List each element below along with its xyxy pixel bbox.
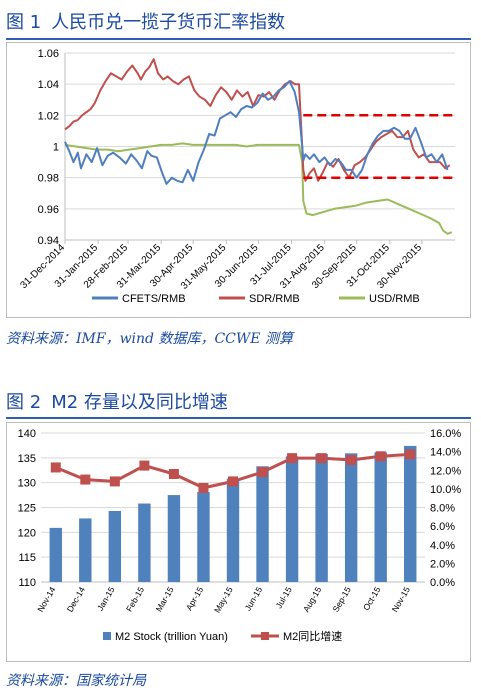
figure2-chart: 110 115 120 125 130 135 140 0.0% 2.0% 4.0% 6.0% 8.0… — [18, 428, 462, 643]
legend-item-m2-stock: M2 Stock (trillion Yuan) — [103, 631, 228, 643]
figure1-source: 资料来源：IMF，wind 数据库，CCWE 测算 — [6, 331, 293, 347]
growth-point-marker — [346, 455, 357, 466]
figure2-source: 资料来源：国家统计局 — [6, 673, 146, 689]
growth-point-marker — [198, 482, 209, 493]
series-line-cfets — [64, 80, 449, 185]
figure1-rule — [6, 38, 471, 40]
legend-item-cfets: CFETS/RMB — [92, 293, 186, 305]
y-tick-label: 0.98 — [38, 173, 59, 185]
series-line-usd — [64, 142, 453, 235]
bar-m2-stock — [285, 456, 299, 582]
x-tick-label: Dec-14 — [65, 585, 87, 614]
y2-tick-label: 16.0% — [430, 428, 461, 440]
bar-m2-stock — [138, 503, 151, 582]
growth-point-marker — [139, 460, 150, 471]
y2-tick-label: 12.0% — [430, 465, 461, 477]
bar-m2-stock — [226, 478, 240, 582]
x-tick-label: Mar-15 — [154, 585, 176, 614]
legend-label-cfets: CFETS/RMB — [122, 293, 186, 305]
y-tick-label: 115 — [18, 552, 36, 564]
y-tick-label: 135 — [18, 453, 36, 465]
bar-m2-stock — [108, 510, 122, 582]
figure1-title-text: 人民币兑一揽子货币汇率指数 — [51, 12, 286, 33]
bar-m2-stock — [256, 466, 269, 582]
figure1-frame: 0.94 0.96 0.98 1 1.02 1.04 1.06 31-Dec-2014 31-J… — [6, 42, 471, 318]
y-tick-label: 1 — [53, 142, 59, 154]
legend-label-m2-stock: M2 Stock (trillion Yuan) — [115, 631, 228, 643]
growth-point-marker — [168, 468, 179, 479]
figure2-title: 图 2 M2 存量以及同比增速 — [6, 388, 228, 414]
y-tick-label: 0.96 — [38, 204, 59, 216]
legend-label-sdr: SDR/RMB — [249, 293, 300, 305]
figure1-title: 图 1 人民币兑一揽子货币汇率指数 — [6, 8, 285, 34]
x-tick-label: Aug-15 — [301, 585, 324, 614]
bar-m2-stock — [167, 495, 181, 582]
legend-marker-m2-growth — [261, 632, 269, 640]
y2-tick-label: 10.0% — [430, 484, 461, 496]
y-tick-label: 1.06 — [38, 48, 59, 60]
bar-m2-stock — [79, 518, 92, 582]
bar-m2-stock — [315, 453, 328, 582]
x-tick-label: Feb-15 — [124, 585, 146, 614]
x-tick-label: Jul-15 — [274, 585, 294, 610]
growth-point-marker — [80, 474, 91, 485]
growth-point-marker — [375, 451, 386, 462]
y-tick-label: 110 — [18, 577, 36, 589]
y-tick-label: 140 — [18, 428, 36, 440]
x-tick-label: Oct-15 — [361, 585, 383, 612]
bar-m2-stock — [197, 492, 210, 582]
figure1-number: 图 1 — [6, 12, 42, 33]
y-tick-label: 1.02 — [38, 110, 59, 122]
growth-point-marker — [316, 453, 327, 464]
y2-tick-label: 8.0% — [430, 503, 455, 515]
y2-tick-label: 4.0% — [430, 540, 455, 552]
series-line-sdr — [64, 58, 451, 182]
legend-label-usd: USD/RMB — [369, 293, 420, 305]
y2-tick-label: 2.0% — [430, 558, 455, 570]
y-tick-label: 0.94 — [38, 235, 59, 247]
x-tick-label: Apr-15 — [184, 585, 206, 612]
growth-point-marker — [287, 453, 298, 464]
y2-tick-label: 14.0% — [430, 447, 461, 459]
bar-m2-stock — [404, 445, 417, 582]
y-tick-label: 120 — [18, 527, 36, 539]
figure2-frame: 110 115 120 125 130 135 140 0.0% 2.0% 4.0% 6.0% 8.0… — [6, 422, 471, 662]
y-tick-label: 130 — [18, 478, 36, 490]
growth-point-marker — [109, 476, 120, 487]
x-tick-label: Jun-15 — [243, 585, 265, 613]
legend-swatch-m2-stock — [103, 632, 111, 640]
x-tick-label: Sep-15 — [331, 585, 354, 614]
y-tick-label: 1.04 — [38, 79, 59, 91]
figure2-rule — [6, 417, 471, 419]
legend-label-m2-growth: M2同比增速 — [283, 629, 342, 643]
growth-point-marker — [257, 467, 268, 478]
legend-item-m2-growth: M2同比增速 — [251, 629, 342, 643]
bar-m2-stock — [374, 452, 387, 582]
y2-tick-label: 0.0% — [430, 577, 455, 589]
x-tick-label: Nov-14 — [35, 585, 57, 614]
growth-point-marker — [50, 462, 61, 473]
x-tick-label: Nov-15 — [390, 585, 412, 614]
x-tick-label: May-15 — [212, 585, 235, 615]
legend-item-sdr: SDR/RMB — [219, 293, 300, 305]
bar-m2-stock — [49, 527, 62, 582]
y-tick-label: 125 — [18, 503, 36, 515]
figure2-number: 图 2 — [6, 392, 42, 413]
legend-item-usd: USD/RMB — [339, 293, 420, 305]
bar-m2-stock — [344, 453, 358, 582]
figure1-chart: 0.940.960.9811.021.041.0631-Dec-201431-J… — [18, 48, 455, 305]
figure2-title-text: M2 存量以及同比增速 — [51, 392, 228, 413]
growth-point-marker — [405, 449, 416, 460]
y2-tick-label: 6.0% — [430, 521, 455, 533]
growth-point-marker — [228, 476, 238, 487]
x-tick-label: Jan-15 — [95, 585, 117, 613]
